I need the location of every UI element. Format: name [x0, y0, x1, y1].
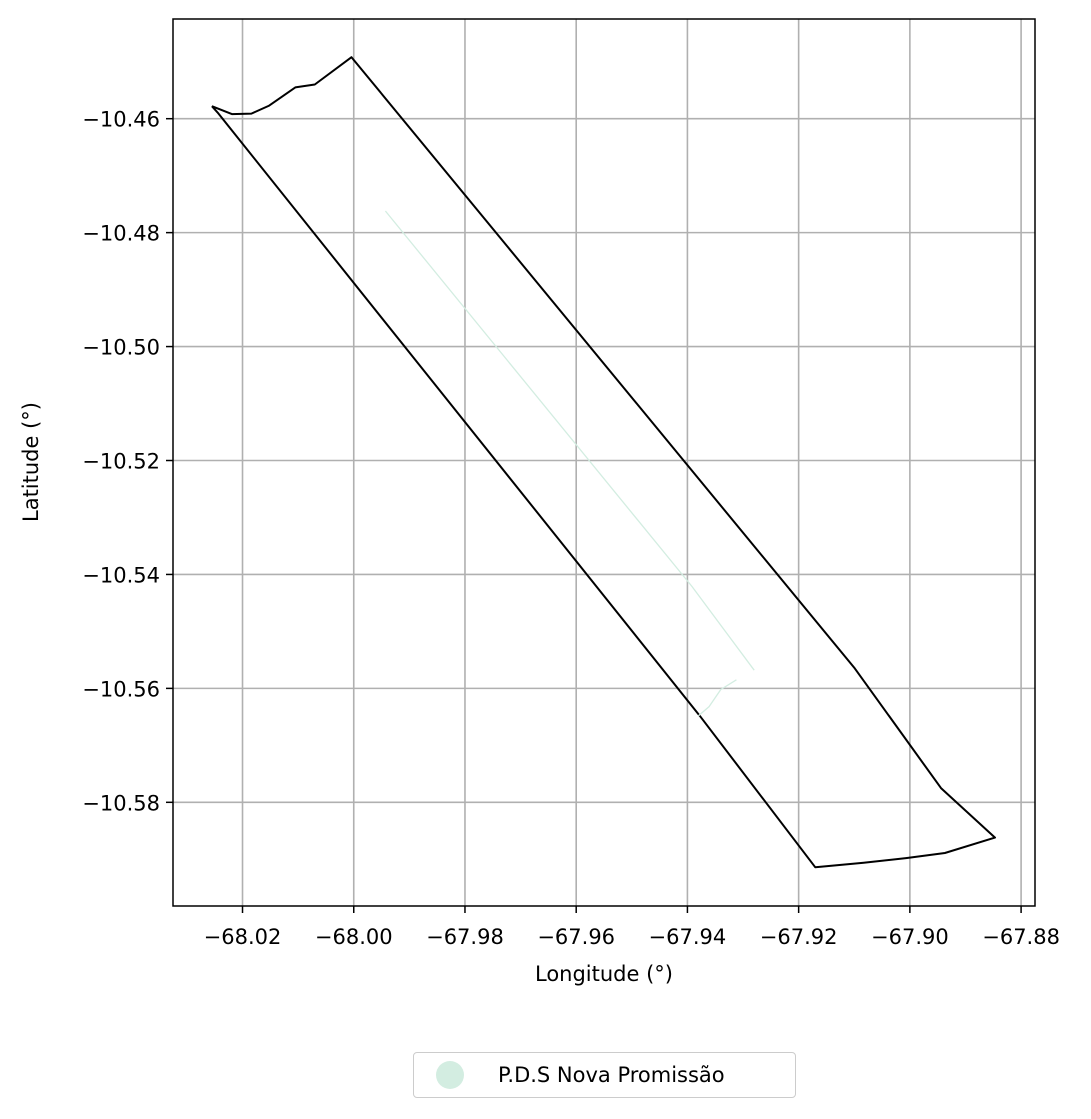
x-tick-label: −67.94 — [649, 925, 727, 949]
x-tick-label: −67.88 — [982, 925, 1060, 949]
x-axis-label: Longitude (°) — [535, 962, 673, 986]
series-layer — [384, 210, 755, 717]
plot-frame — [172, 18, 1036, 907]
x-tick-label: −68.00 — [315, 925, 393, 949]
series-line-nova-promissao — [384, 210, 755, 671]
series-line-nova-promissao — [698, 679, 737, 717]
y-tick-label: −10.48 — [82, 222, 160, 246]
y-tick-label: −10.46 — [82, 108, 160, 132]
grid-lines — [173, 19, 1035, 906]
x-tick-label: −68.02 — [204, 925, 282, 949]
settlement-boundary — [211, 56, 996, 869]
y-axis-label: Latitude (°) — [19, 402, 43, 522]
x-axis-ticks: −68.02 −68.00 −67.98 −67.96 −67.94 −67.92 −67.… — [204, 906, 1060, 949]
legend-marker-icon — [436, 1061, 464, 1089]
legend: P.D.S Nova Promissão — [413, 1052, 796, 1098]
plot-area — [173, 19, 1035, 906]
y-tick-label: −10.58 — [82, 791, 160, 815]
y-axis-ticks: −10.46 −10.48 −10.50 −10.52 −10.54 −10.56 −10.… — [82, 108, 173, 815]
y-tick-label: −10.56 — [82, 677, 160, 701]
x-tick-label: −67.92 — [760, 925, 838, 949]
legend-label: P.D.S Nova Promissão — [498, 1063, 725, 1087]
boundary-layer — [211, 56, 996, 869]
y-tick-label: −10.50 — [82, 336, 160, 360]
x-tick-label: −67.90 — [871, 925, 949, 949]
y-tick-label: −10.54 — [82, 563, 160, 587]
x-tick-label: −67.98 — [426, 925, 504, 949]
x-tick-label: −67.96 — [537, 925, 615, 949]
y-tick-label: −10.52 — [82, 450, 160, 474]
